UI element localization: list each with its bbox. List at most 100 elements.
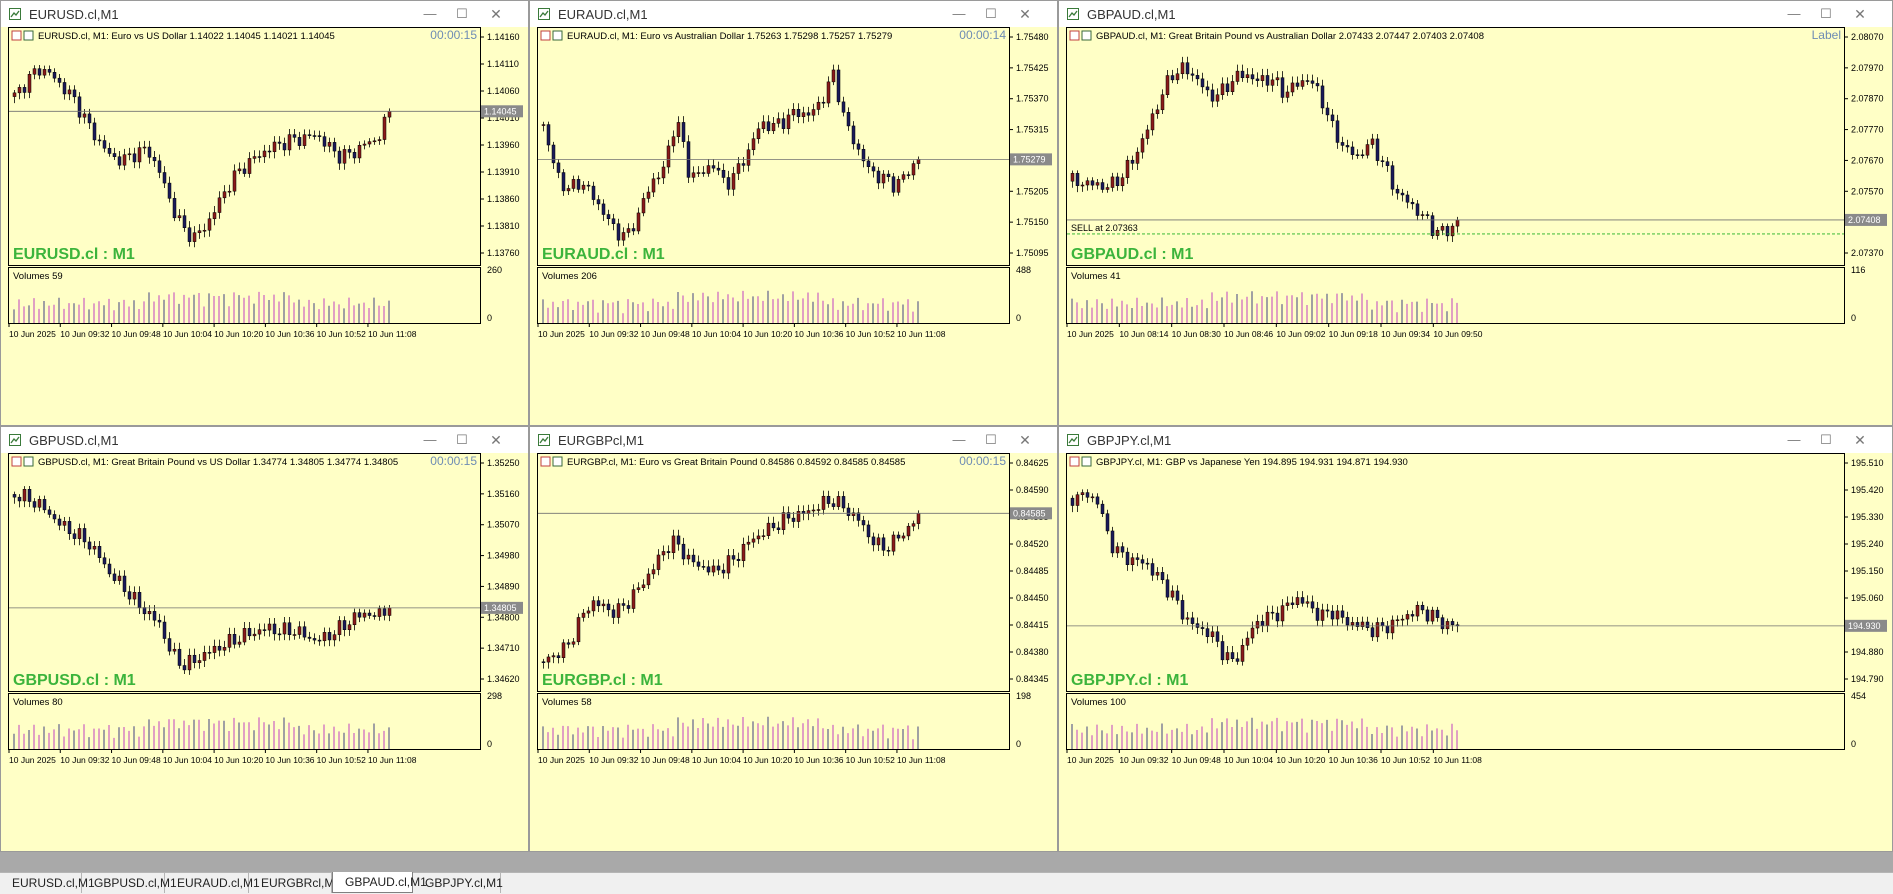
price-chart[interactable]: EURAUD.cl, M1: Euro vs Australian Dollar…: [530, 27, 1057, 425]
price-tick-label: 1.13810: [487, 221, 520, 231]
current-price-label: 1.34805: [484, 603, 517, 613]
main-pane-frame: [8, 453, 481, 692]
chart-properties-icon[interactable]: [11, 456, 22, 467]
chart-properties-icon[interactable]: [540, 30, 551, 41]
price-tick-label: 0.84345: [1016, 674, 1049, 684]
price-tick-label: 1.75205: [1016, 186, 1049, 196]
candle-timer: 00:00:15: [430, 454, 477, 468]
time-tick-label: 10 Jun 08:30: [1172, 329, 1221, 339]
price-tick-label: 0.84520: [1016, 539, 1049, 549]
price-chart[interactable]: GBPUSD.cl, M1: Great Britain Pound vs US…: [1, 453, 528, 851]
volume-tick-label: 0: [1851, 313, 1856, 323]
volume-tick-label: 116: [1851, 265, 1865, 275]
close-button[interactable]: ✕: [1854, 6, 1866, 22]
chart-tab-6[interactable]: GBPJPY.cl,M1: [413, 873, 503, 893]
time-tick-label: 10 Jun 10:52: [317, 329, 366, 339]
close-button[interactable]: ✕: [1019, 6, 1031, 22]
minimize-button[interactable]: —: [952, 432, 966, 447]
maximize-button[interactable]: ☐: [1820, 6, 1832, 21]
minimize-button[interactable]: —: [952, 6, 966, 21]
chart-tab-4[interactable]: EURGBRcl,M1: [249, 873, 341, 893]
chart-window-icon: [9, 8, 21, 20]
chart-indicator-icon[interactable]: [23, 456, 34, 467]
symbol-watermark: EURGBP.cl : M1: [542, 672, 663, 689]
minimize-button[interactable]: —: [423, 6, 437, 21]
time-tick-label: 10 Jun 2025: [9, 329, 56, 339]
close-button[interactable]: ✕: [1854, 432, 1866, 448]
volume-pane-frame: [537, 693, 1010, 750]
chart-indicator-icon[interactable]: [552, 30, 563, 41]
price-chart[interactable]: GBPAUD.cl, M1: Great Britain Pound vs Au…: [1059, 27, 1892, 425]
volume-bars: [13, 717, 390, 749]
window-title: EURUSD.cl,M1: [29, 7, 119, 22]
volume-pane-label: Volumes 59: [13, 271, 63, 282]
maximize-button[interactable]: ☐: [985, 6, 997, 21]
price-tick-label: 1.14060: [487, 86, 520, 96]
symbol-watermark: EURAUD.cl : M1: [542, 246, 665, 263]
price-chart[interactable]: GBPJPY.cl, M1: GBP vs Japanese Yen 194.8…: [1059, 453, 1892, 851]
chart-indicator-icon[interactable]: [552, 456, 563, 467]
chart-tab-1[interactable]: EURUSD.cl,M1: [0, 873, 95, 893]
chart-properties-icon[interactable]: [540, 456, 551, 467]
chart-indicator-icon[interactable]: [23, 30, 34, 41]
chart-properties-icon[interactable]: [1069, 30, 1080, 41]
chart-window-eurusd[interactable]: EURUSD.cl,M1 — ☐ ✕ EURUSD.cl, M1: Euro vs US…: [0, 0, 529, 426]
window-titlebar[interactable]: GBPJPY.cl,M1 — ☐ ✕: [1059, 427, 1892, 453]
chart-window-eurgbp[interactable]: EURGBPcl,M1 — ☐ ✕ EURGBP.cl, M1: Euro vs Gre…: [529, 426, 1058, 852]
close-button[interactable]: ✕: [490, 6, 502, 22]
chart-tab-bar: EURUSD.cl,M1 GBPUSD.cl,M1 EURAUD.cl,M1 EURG…: [0, 872, 1893, 894]
window-title: GBPJPY.cl,M1: [1087, 433, 1172, 448]
price-tick-label: 0.84625: [1016, 458, 1049, 468]
volume-tick-label: 0: [487, 313, 492, 323]
chart-properties-icon[interactable]: [11, 30, 22, 41]
candlestick-series: [12, 485, 392, 675]
symbol-watermark: GBPUSD.cl : M1: [13, 672, 136, 689]
current-price-label: 1.14045: [484, 106, 517, 116]
chart-tab-3[interactable]: EURAUD.cl,M1: [165, 873, 260, 893]
main-pane-frame: [1066, 453, 1845, 692]
price-tick-label: 1.13860: [487, 194, 520, 204]
window-titlebar[interactable]: GBPUSD.cl,M1 — ☐ ✕: [1, 427, 528, 453]
window-titlebar[interactable]: GBPAUD.cl,M1 — ☐ ✕: [1059, 1, 1892, 27]
window-title: EURGBPcl,M1: [558, 433, 644, 448]
minimize-button[interactable]: —: [1787, 432, 1801, 447]
maximize-button[interactable]: ☐: [456, 432, 468, 447]
close-button[interactable]: ✕: [490, 432, 502, 448]
price-tick-label: 1.34710: [487, 643, 520, 653]
price-tick-label: 2.07370: [1851, 248, 1884, 258]
window-titlebar[interactable]: EURAUD.cl,M1 — ☐ ✕: [530, 1, 1057, 27]
chart-properties-icon[interactable]: [1069, 456, 1080, 467]
price-tick-label: 1.34800: [487, 612, 520, 622]
minimize-button[interactable]: —: [1787, 6, 1801, 21]
minimize-button[interactable]: —: [423, 432, 437, 447]
chart-window-gbpusd[interactable]: GBPUSD.cl,M1 — ☐ ✕ GBPUSD.cl, M1: Great Brit…: [0, 426, 529, 852]
volume-pane-frame: [537, 267, 1010, 324]
close-button[interactable]: ✕: [1019, 432, 1031, 448]
window-titlebar[interactable]: EURGBPcl,M1 — ☐ ✕: [530, 427, 1057, 453]
chart-tab-2[interactable]: GBPUSD.cl,M1: [82, 873, 177, 893]
maximize-button[interactable]: ☐: [1820, 432, 1832, 447]
chart-indicator-icon[interactable]: [1081, 456, 1092, 467]
chart-tab-5[interactable]: GBPAUD.cl,M1: [332, 872, 427, 893]
volume-tick-label: 198: [1016, 691, 1031, 701]
window-titlebar[interactable]: EURUSD.cl,M1 — ☐ ✕: [1, 1, 528, 27]
chart-window-euraud[interactable]: EURAUD.cl,M1 — ☐ ✕ EURAUD.cl, M1: Euro vs Au…: [529, 0, 1058, 426]
time-tick-label: 10 Jun 2025: [1067, 329, 1114, 339]
price-chart[interactable]: EURUSD.cl, M1: Euro vs US Dollar 1.14022…: [1, 27, 528, 425]
chart-window-gbpjpy[interactable]: GBPJPY.cl,M1 — ☐ ✕ GBPJPY.cl, M1: GBP vs Jap…: [1058, 426, 1893, 852]
chart-window-gbpaud[interactable]: GBPAUD.cl,M1 — ☐ ✕ GBPAUD.cl, M1: Great Brit…: [1058, 0, 1893, 426]
price-tick-label: 1.14160: [487, 32, 520, 42]
time-tick-label: 10 Jun 09:48: [112, 329, 161, 339]
price-chart[interactable]: EURGBP.cl, M1: Euro vs Great Britain Pou…: [530, 453, 1057, 851]
time-tick-label: 10 Jun 2025: [538, 755, 585, 765]
maximize-button[interactable]: ☐: [456, 6, 468, 21]
price-tick-label: 1.13960: [487, 140, 520, 150]
volume-pane-label: Volumes 100: [1071, 697, 1126, 708]
time-tick-label: 10 Jun 10:20: [743, 329, 792, 339]
window-title: GBPUSD.cl,M1: [29, 433, 119, 448]
price-tick-label: 1.35160: [487, 489, 520, 499]
time-tick-label: 10 Jun 2025: [538, 329, 585, 339]
volume-tick-label: 0: [487, 739, 492, 749]
maximize-button[interactable]: ☐: [985, 432, 997, 447]
chart-indicator-icon[interactable]: [1081, 30, 1092, 41]
